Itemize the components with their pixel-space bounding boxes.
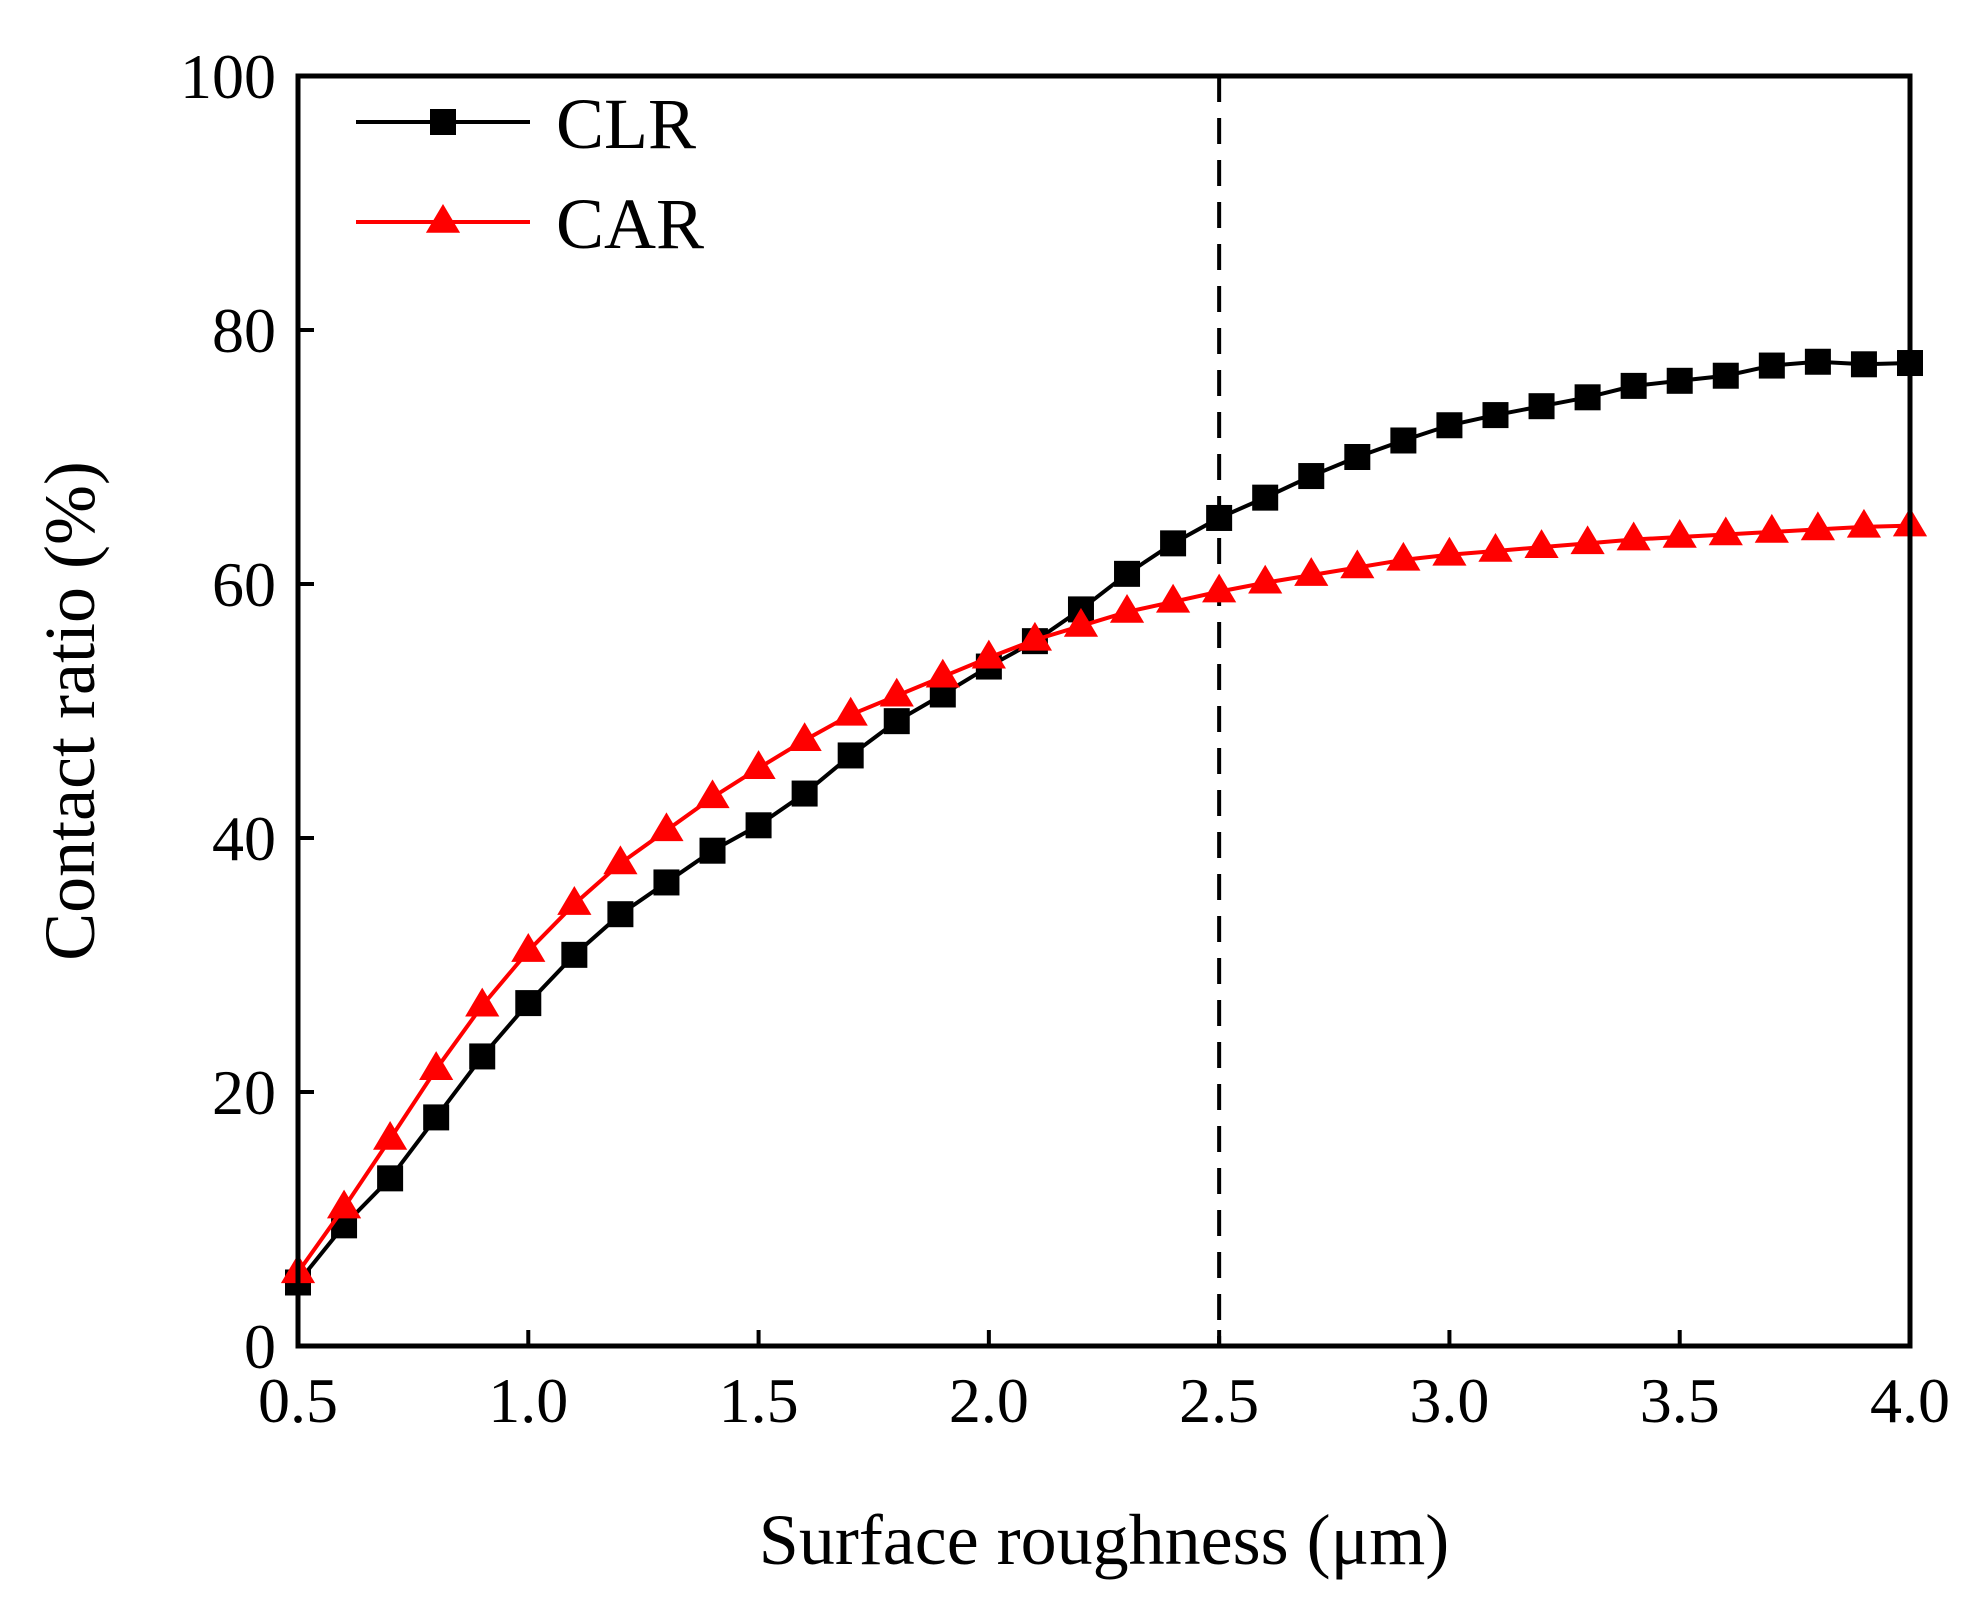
data-point-clr <box>653 869 680 896</box>
data-point-clr <box>791 780 818 807</box>
y-tick-label: 0 <box>244 1311 276 1382</box>
data-point-car <box>373 1120 408 1150</box>
data-point-clr <box>1114 560 1141 587</box>
plot-frame <box>295 73 1913 1349</box>
data-point-clr <box>1390 427 1417 454</box>
data-point-clr <box>1252 484 1279 511</box>
data-point-clr <box>469 1043 496 1070</box>
data-point-car <box>1478 532 1513 562</box>
data-point-car <box>1294 557 1329 586</box>
data-point-clr <box>837 742 864 769</box>
data-point-clr <box>377 1165 404 1192</box>
data-point-car <box>1017 621 1053 651</box>
data-point-clr <box>1482 402 1509 429</box>
data-point-car <box>1846 508 1882 538</box>
data-point-clr <box>561 941 588 968</box>
x-tick-label: 3.5 <box>1640 1365 1720 1436</box>
data-point-car <box>879 677 914 707</box>
axis-layer: 0.5 1.0 1.5 2.0 2.5 3.0 3.5 4.0 0 20 40 60 80 100 <box>180 41 1950 1436</box>
legend-marker-shape-clr <box>430 109 456 135</box>
data-point-clr <box>1712 362 1739 389</box>
data-point-car <box>1386 541 1421 571</box>
data-point-clr <box>1298 463 1325 490</box>
data-point-clr <box>1160 530 1187 557</box>
x-tick-label: 0.5 <box>258 1365 338 1436</box>
data-point-clr <box>1206 504 1233 531</box>
data-point-clr <box>1574 384 1601 411</box>
data-point-clr <box>515 990 542 1017</box>
data-point-car <box>1109 593 1145 623</box>
data-point-clr <box>607 901 634 928</box>
series-clr <box>285 348 1923 1296</box>
data-point-car <box>1248 564 1283 594</box>
data-point-car <box>971 639 1006 669</box>
data-point-clr <box>1620 372 1647 399</box>
data-point-car <box>1754 513 1789 543</box>
x-axis-title: Surface roughness (μm) <box>759 1500 1449 1580</box>
data-point-car <box>833 696 868 726</box>
data-point-car <box>419 1051 454 1080</box>
x-tick-label: 2.0 <box>949 1365 1029 1436</box>
data-point-car <box>787 722 822 752</box>
y-tick-label: 100 <box>180 41 276 112</box>
data-point-clr <box>1666 367 1693 394</box>
data-point-car <box>465 987 500 1017</box>
data-point-car <box>1202 573 1237 603</box>
data-point-clr <box>883 708 910 735</box>
data-point-car <box>649 812 684 842</box>
series-line-clr <box>296 359 1911 1284</box>
data-point-car <box>603 845 638 875</box>
legend-marker-shape-car <box>425 204 461 233</box>
data-point-car <box>1708 516 1743 546</box>
x-tick-label: 4.0 <box>1870 1365 1950 1436</box>
series-car <box>280 507 1928 1284</box>
y-axis-title: Contact ratio (%) <box>30 461 110 961</box>
data-point-car <box>741 750 776 779</box>
legend-marker-car <box>425 204 461 233</box>
data-point-car <box>695 779 730 809</box>
data-point-clr <box>423 1104 450 1131</box>
data-point-clr <box>1528 393 1555 420</box>
data-point-car <box>511 933 546 962</box>
legend-label-clr: CLR <box>556 84 696 164</box>
data-point-clr <box>699 837 726 864</box>
data-point-car <box>1155 583 1191 613</box>
series-line-car <box>296 523 1911 1274</box>
legend: CLR CAR <box>356 84 704 264</box>
x-tick-label: 1.0 <box>488 1365 568 1436</box>
data-layer <box>280 76 1928 1346</box>
data-point-car <box>326 1189 362 1219</box>
data-point-car <box>925 658 960 688</box>
y-tick-label: 60 <box>212 549 276 620</box>
data-point-car <box>1662 519 1697 548</box>
legend-label-car: CAR <box>556 184 704 264</box>
data-point-clr <box>1436 412 1463 439</box>
data-point-car <box>1063 607 1099 637</box>
data-point-car <box>557 886 592 915</box>
y-tick-label: 40 <box>212 803 276 874</box>
data-point-clr <box>745 812 772 839</box>
x-tick-label: 1.5 <box>719 1365 799 1436</box>
data-point-clr <box>1850 351 1877 378</box>
data-point-car <box>1432 536 1467 566</box>
data-point-clr <box>1758 352 1785 379</box>
data-point-car <box>1800 511 1835 541</box>
data-point-car <box>1570 525 1605 555</box>
x-tick-label: 2.5 <box>1179 1365 1259 1436</box>
data-point-clr <box>1344 444 1371 470</box>
y-tick-label: 80 <box>212 295 276 366</box>
y-tick-label: 20 <box>212 1057 276 1128</box>
data-point-car <box>1340 549 1375 579</box>
data-point-car <box>1616 521 1651 551</box>
x-tick-label: 3.0 <box>1409 1365 1489 1436</box>
data-point-car <box>1524 529 1559 558</box>
data-point-clr <box>1804 348 1831 375</box>
legend-marker-clr <box>430 109 456 135</box>
